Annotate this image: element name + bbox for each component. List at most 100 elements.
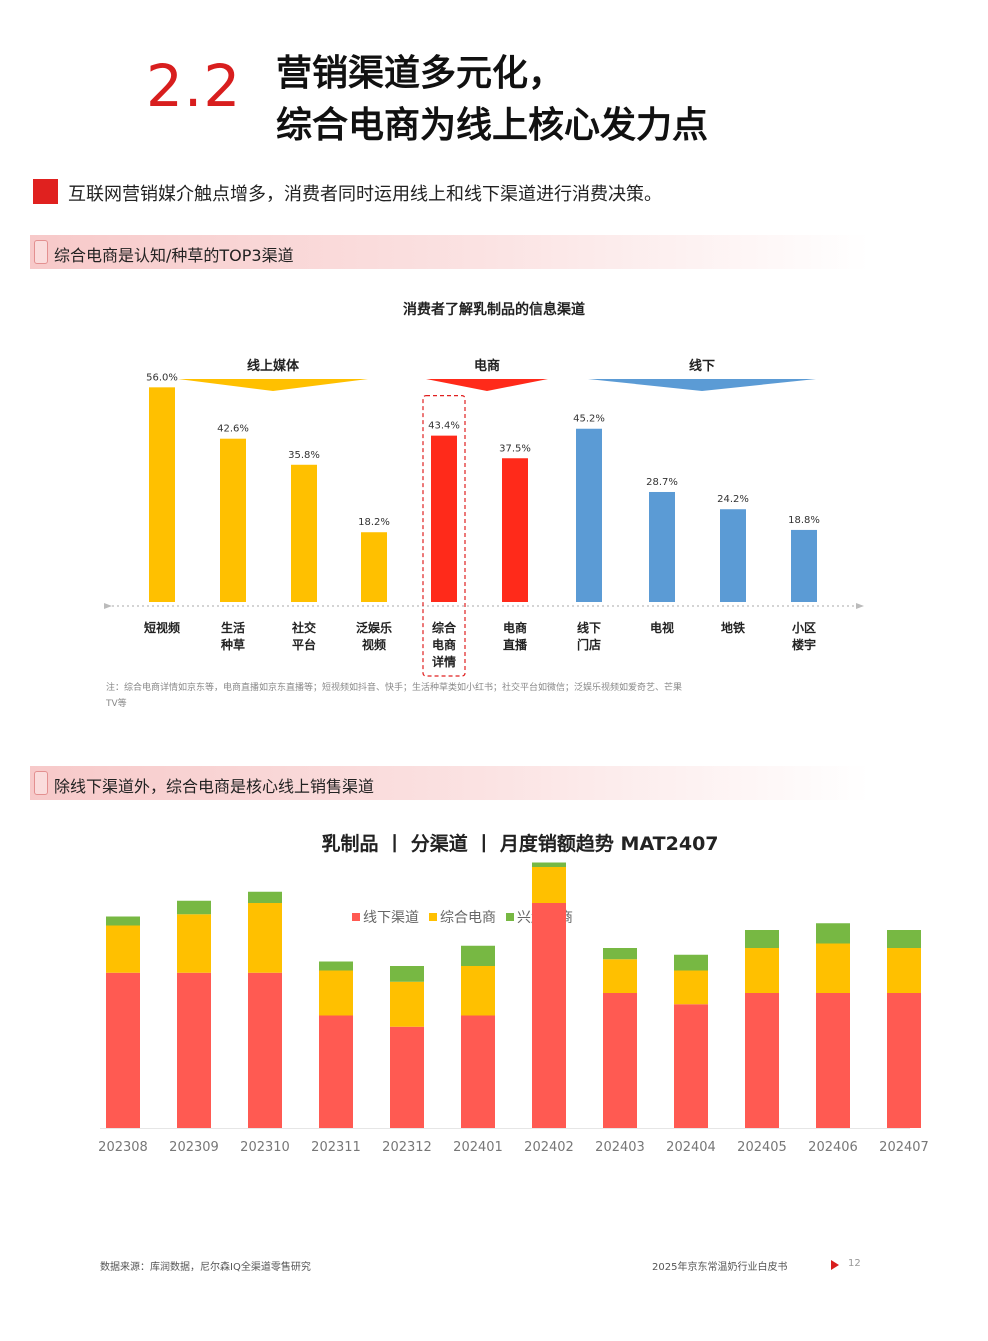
category-label-2-1: 平台 — [292, 637, 316, 652]
stack-0-bar-7 — [603, 993, 637, 1128]
bar-6 — [576, 428, 602, 602]
value-label-5: 37.5% — [499, 443, 531, 454]
month-label-2: 202310 — [240, 1140, 290, 1155]
data-source: 数据来源：库润数据，尼尔森IQ全渠道零售研究 — [100, 1262, 311, 1273]
milk-box-icon — [34, 240, 48, 264]
category-label-6-1: 门店 — [577, 637, 601, 652]
stack-0-bar-1 — [177, 972, 211, 1128]
category-label-4-0: 综合 — [432, 620, 457, 635]
page-title-line2: 综合电商为线上核心发力点 — [276, 105, 709, 146]
bar-8 — [720, 509, 746, 602]
value-label-8: 24.2% — [717, 494, 749, 505]
stack-2-bar-7 — [603, 948, 637, 960]
stack-1-bar-5 — [461, 966, 495, 1016]
stack-1-bar-6 — [532, 867, 566, 903]
category-label-1-0: 生活 — [221, 620, 245, 635]
value-label-2: 35.8% — [288, 450, 320, 461]
chart1-note-line1: 注：综合电商详情如京东等，电商直播如京东直播等；短视频如抖音、快手；生活种草类如… — [106, 681, 682, 693]
category-label-4-1: 电商 — [432, 637, 456, 652]
section-band-2 — [30, 766, 870, 800]
stack-2-bar-0 — [106, 916, 140, 926]
stack-0-bar-5 — [461, 1015, 495, 1128]
chart2-title: 乳制品 丨 分渠道 丨 月度销额趋势 MAT2407 — [321, 832, 718, 855]
legend-swatch-0 — [352, 913, 360, 921]
category-label-1-1: 种草 — [220, 637, 245, 652]
stack-2-bar-2 — [248, 891, 282, 903]
month-label-6: 202402 — [524, 1140, 574, 1155]
stack-0-bar-3 — [319, 1015, 353, 1128]
chart1-note-line2: TV等 — [105, 697, 127, 709]
stack-0-bar-8 — [674, 1004, 708, 1128]
month-label-10: 202406 — [808, 1140, 858, 1155]
legend-label-1: 综合电商 — [440, 910, 496, 926]
stack-2-bar-3 — [319, 961, 353, 971]
category-label-3-0: 泛娱乐 — [356, 620, 392, 635]
legend-swatch-1 — [429, 913, 437, 921]
bar-5 — [502, 458, 528, 602]
stack-2-bar-5 — [461, 945, 495, 966]
stack-2-bar-8 — [674, 954, 708, 971]
axis-left-arrow — [104, 603, 112, 609]
stack-0-bar-10 — [816, 993, 850, 1128]
bullet-square — [33, 179, 58, 204]
stack-1-bar-8 — [674, 970, 708, 1005]
month-label-5: 202401 — [453, 1140, 503, 1155]
category-label-9-0: 小区 — [792, 620, 816, 635]
stack-1-bar-7 — [603, 959, 637, 993]
bar-4 — [431, 435, 457, 602]
stack-1-bar-3 — [319, 970, 353, 1016]
bar-0 — [149, 387, 175, 602]
stack-0-bar-6 — [532, 903, 566, 1128]
category-label-2-0: 社交 — [291, 620, 316, 635]
category-label-5-0: 电商 — [503, 620, 527, 635]
document-title: 2025年京东常温奶行业白皮书 — [652, 1262, 788, 1273]
stack-1-bar-9 — [745, 948, 779, 993]
bar-1 — [220, 438, 246, 602]
chart1-title: 消费者了解乳制品的信息渠道 — [403, 301, 585, 318]
month-label-11: 202407 — [879, 1140, 929, 1155]
category-label-0-0: 短视频 — [144, 620, 180, 635]
page-title-line1: 营销渠道多元化， — [276, 53, 565, 94]
value-label-4: 43.4% — [428, 421, 460, 432]
highlight-box — [422, 395, 466, 677]
stack-1-bar-11 — [887, 948, 921, 993]
stack-2-bar-10 — [816, 923, 850, 944]
section-band-1-label: 综合电商是认知/种草的TOP3渠道 — [54, 246, 294, 265]
value-label-0: 56.0% — [146, 372, 178, 383]
group-label-0: 线上媒体 — [247, 358, 300, 374]
stack-2-bar-9 — [745, 930, 779, 948]
bar-2 — [291, 464, 317, 602]
group-arrow-2 — [588, 379, 816, 391]
stack-0-bar-4 — [390, 1026, 424, 1128]
stack-0-bar-9 — [745, 993, 779, 1128]
stack-1-bar-2 — [248, 903, 282, 973]
page-number: 12 — [848, 1258, 861, 1269]
category-label-8-0: 地铁 — [721, 620, 745, 635]
monthly-sales-chart: 乳制品 丨 分渠道 丨 月度销额趋势 MAT2407线下渠道综合电商兴趣电商20… — [98, 832, 929, 1155]
group-arrow-0 — [178, 379, 368, 391]
value-label-1: 42.6% — [217, 424, 249, 435]
month-label-3: 202311 — [311, 1140, 361, 1155]
month-label-0: 202308 — [98, 1140, 148, 1155]
category-label-4-2: 详情 — [432, 654, 456, 669]
month-label-4: 202312 — [382, 1140, 432, 1155]
intro-text: 互联网营销媒介触点增多，消费者同时运用线上和线下渠道进行消费决策。 — [68, 184, 662, 205]
group-label-1: 电商 — [474, 358, 500, 374]
stack-1-bar-0 — [106, 925, 140, 973]
section-band-1 — [30, 235, 870, 269]
bar-3 — [361, 532, 387, 602]
stack-2-bar-1 — [177, 900, 211, 915]
category-label-5-1: 直播 — [503, 637, 528, 652]
category-label-9-1: 楼宇 — [792, 637, 816, 652]
stack-1-bar-4 — [390, 981, 424, 1027]
stack-0-bar-2 — [248, 972, 282, 1128]
bar-9 — [791, 529, 817, 602]
section-number: 2.2 — [146, 52, 242, 120]
category-label-6-0: 线下 — [577, 620, 601, 635]
value-label-3: 18.2% — [358, 517, 390, 528]
month-label-7: 202403 — [595, 1140, 645, 1155]
legend-label-0: 线下渠道 — [363, 910, 419, 926]
value-label-6: 45.2% — [573, 414, 605, 425]
stack-1-bar-1 — [177, 914, 211, 973]
